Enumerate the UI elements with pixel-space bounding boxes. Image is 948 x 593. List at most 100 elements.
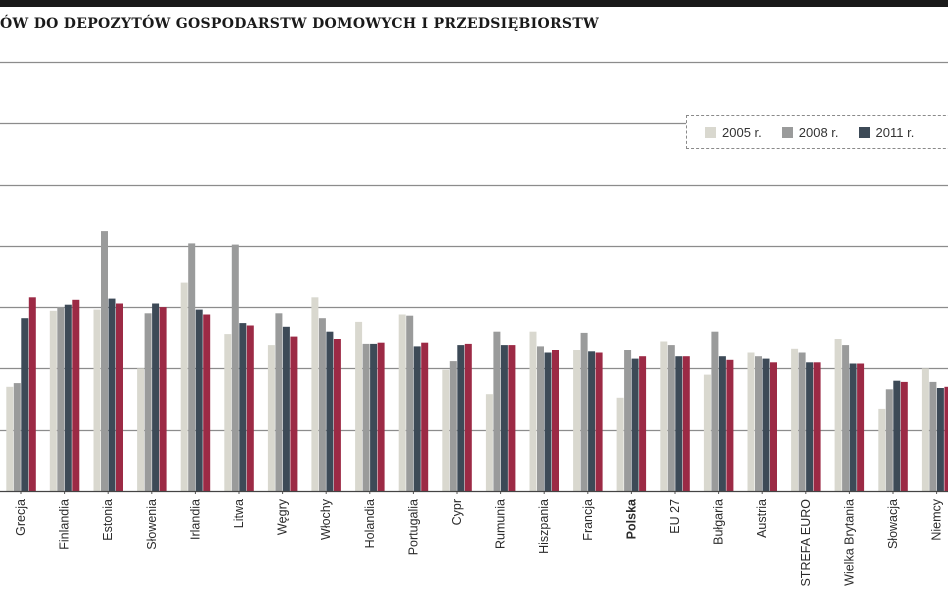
x-tick-label: Hiszpania bbox=[537, 499, 551, 554]
bar-11-1 bbox=[493, 331, 501, 491]
x-tick-label: Finlandia bbox=[58, 499, 72, 550]
bar-7-0 bbox=[311, 297, 319, 491]
bar-3-1 bbox=[144, 313, 152, 491]
legend-label-2011: 2011 r. bbox=[875, 124, 915, 140]
bar-17-0 bbox=[747, 352, 755, 491]
bar-12-3 bbox=[552, 350, 559, 491]
bar-21-1 bbox=[929, 381, 937, 491]
bar-6-2 bbox=[282, 326, 290, 491]
bar-21-0 bbox=[921, 368, 929, 491]
bar-10-3 bbox=[464, 343, 472, 491]
bar-14-2 bbox=[631, 358, 639, 491]
bar-13-0 bbox=[573, 350, 581, 491]
bar-16-3 bbox=[726, 359, 734, 491]
bar-0-3 bbox=[28, 297, 36, 491]
bar-8-2 bbox=[370, 343, 378, 491]
x-tick-label: Niemcy bbox=[930, 498, 944, 540]
x-tick-label: Francja bbox=[581, 499, 595, 541]
x-tick-label: Austria bbox=[755, 499, 769, 538]
bar-11-0 bbox=[485, 394, 493, 491]
bar-16-2 bbox=[718, 356, 726, 491]
legend-swatch-2011 bbox=[858, 126, 870, 138]
x-tick-label: Grecja bbox=[14, 499, 28, 536]
bar-15-3 bbox=[682, 356, 690, 491]
bar-16-0 bbox=[703, 374, 711, 491]
bar-4-0 bbox=[180, 282, 188, 491]
bar-7-3 bbox=[333, 339, 341, 491]
bar-12-0 bbox=[529, 331, 537, 491]
bar-17-1 bbox=[755, 356, 762, 491]
bar-21-3 bbox=[944, 386, 948, 491]
bar-6-1 bbox=[275, 313, 283, 491]
bar-3-2 bbox=[152, 303, 160, 491]
bar-15-1 bbox=[667, 345, 675, 491]
bar-8-1 bbox=[362, 343, 370, 491]
bar-15-0 bbox=[660, 341, 668, 491]
bar-5-2 bbox=[239, 323, 247, 491]
bar-11-2 bbox=[500, 345, 508, 491]
bar-7-2 bbox=[326, 331, 334, 491]
bar-2-2 bbox=[108, 298, 116, 491]
bar-0-0 bbox=[6, 386, 14, 491]
bar-17-2 bbox=[762, 358, 770, 491]
bar-5-1 bbox=[231, 244, 239, 491]
bar-20-3 bbox=[900, 381, 908, 491]
bar-18-2 bbox=[806, 362, 814, 491]
bar-14-3 bbox=[639, 356, 647, 491]
bar-2-3 bbox=[116, 303, 123, 491]
x-tick-label: Rumunia bbox=[494, 499, 508, 549]
legend-label-2005: 2005 r. bbox=[722, 124, 762, 140]
bar-11-3 bbox=[508, 345, 516, 491]
legend-swatch-2005 bbox=[705, 126, 716, 138]
bar-19-2 bbox=[849, 363, 857, 491]
bar-4-2 bbox=[195, 309, 203, 491]
bar-20-0 bbox=[878, 408, 886, 491]
bar-13-2 bbox=[588, 351, 596, 491]
x-tick-label: Holandia bbox=[363, 499, 377, 548]
x-tick-label: Litwa bbox=[232, 499, 246, 528]
bar-1-3 bbox=[72, 299, 80, 491]
legend-item-2008: 2008 r. bbox=[781, 125, 839, 140]
bar-9-3 bbox=[421, 342, 429, 491]
bar-19-1 bbox=[842, 345, 850, 491]
bar-12-1 bbox=[537, 346, 544, 491]
bar-9-1 bbox=[406, 315, 414, 491]
bar-1-1 bbox=[57, 307, 65, 491]
bar-10-2 bbox=[457, 345, 465, 491]
bar-7-1 bbox=[318, 318, 326, 491]
legend-item-2011: 2011 r. bbox=[858, 124, 915, 140]
bar-2-0 bbox=[93, 309, 101, 491]
legend-swatch-2008 bbox=[781, 126, 793, 138]
bar-20-1 bbox=[885, 389, 893, 491]
bar-5-0 bbox=[224, 334, 232, 491]
x-tick-label: Słowacja bbox=[886, 499, 900, 549]
x-tick-label: Portugalia bbox=[406, 499, 420, 555]
bar-9-0 bbox=[398, 314, 406, 491]
bar-18-0 bbox=[791, 348, 799, 491]
bar-6-3 bbox=[290, 336, 298, 491]
bar-8-3 bbox=[377, 342, 385, 491]
bar-2-1 bbox=[101, 231, 108, 491]
bar-21-2 bbox=[936, 388, 944, 491]
bar-19-0 bbox=[834, 339, 842, 491]
bar-18-3 bbox=[813, 362, 821, 491]
chart-title: ÓW DO DEPOZYTÓW GOSPODARSTW DOMOWYCH I P… bbox=[0, 16, 600, 32]
legend-item-2005: 2005 r. bbox=[705, 125, 762, 140]
bar-9-2 bbox=[413, 346, 421, 491]
bar-14-0 bbox=[616, 397, 624, 491]
bar-10-1 bbox=[449, 361, 457, 491]
bar-4-1 bbox=[188, 243, 196, 491]
x-tick-label: Polska bbox=[624, 498, 638, 539]
bar-15-2 bbox=[675, 356, 683, 491]
bar-1-2 bbox=[64, 304, 72, 491]
x-tick-label: Irlandia bbox=[188, 499, 202, 540]
bar-14-1 bbox=[624, 350, 632, 491]
bar-4-3 bbox=[203, 314, 211, 491]
bar-12-2 bbox=[544, 352, 552, 491]
bar-20-2 bbox=[893, 380, 901, 491]
x-tick-label: STREFA EURO bbox=[799, 499, 813, 587]
bar-5-3 bbox=[246, 325, 254, 491]
bar-0-2 bbox=[21, 318, 29, 491]
bar-10-0 bbox=[442, 369, 450, 491]
bar-8-0 bbox=[355, 321, 363, 491]
